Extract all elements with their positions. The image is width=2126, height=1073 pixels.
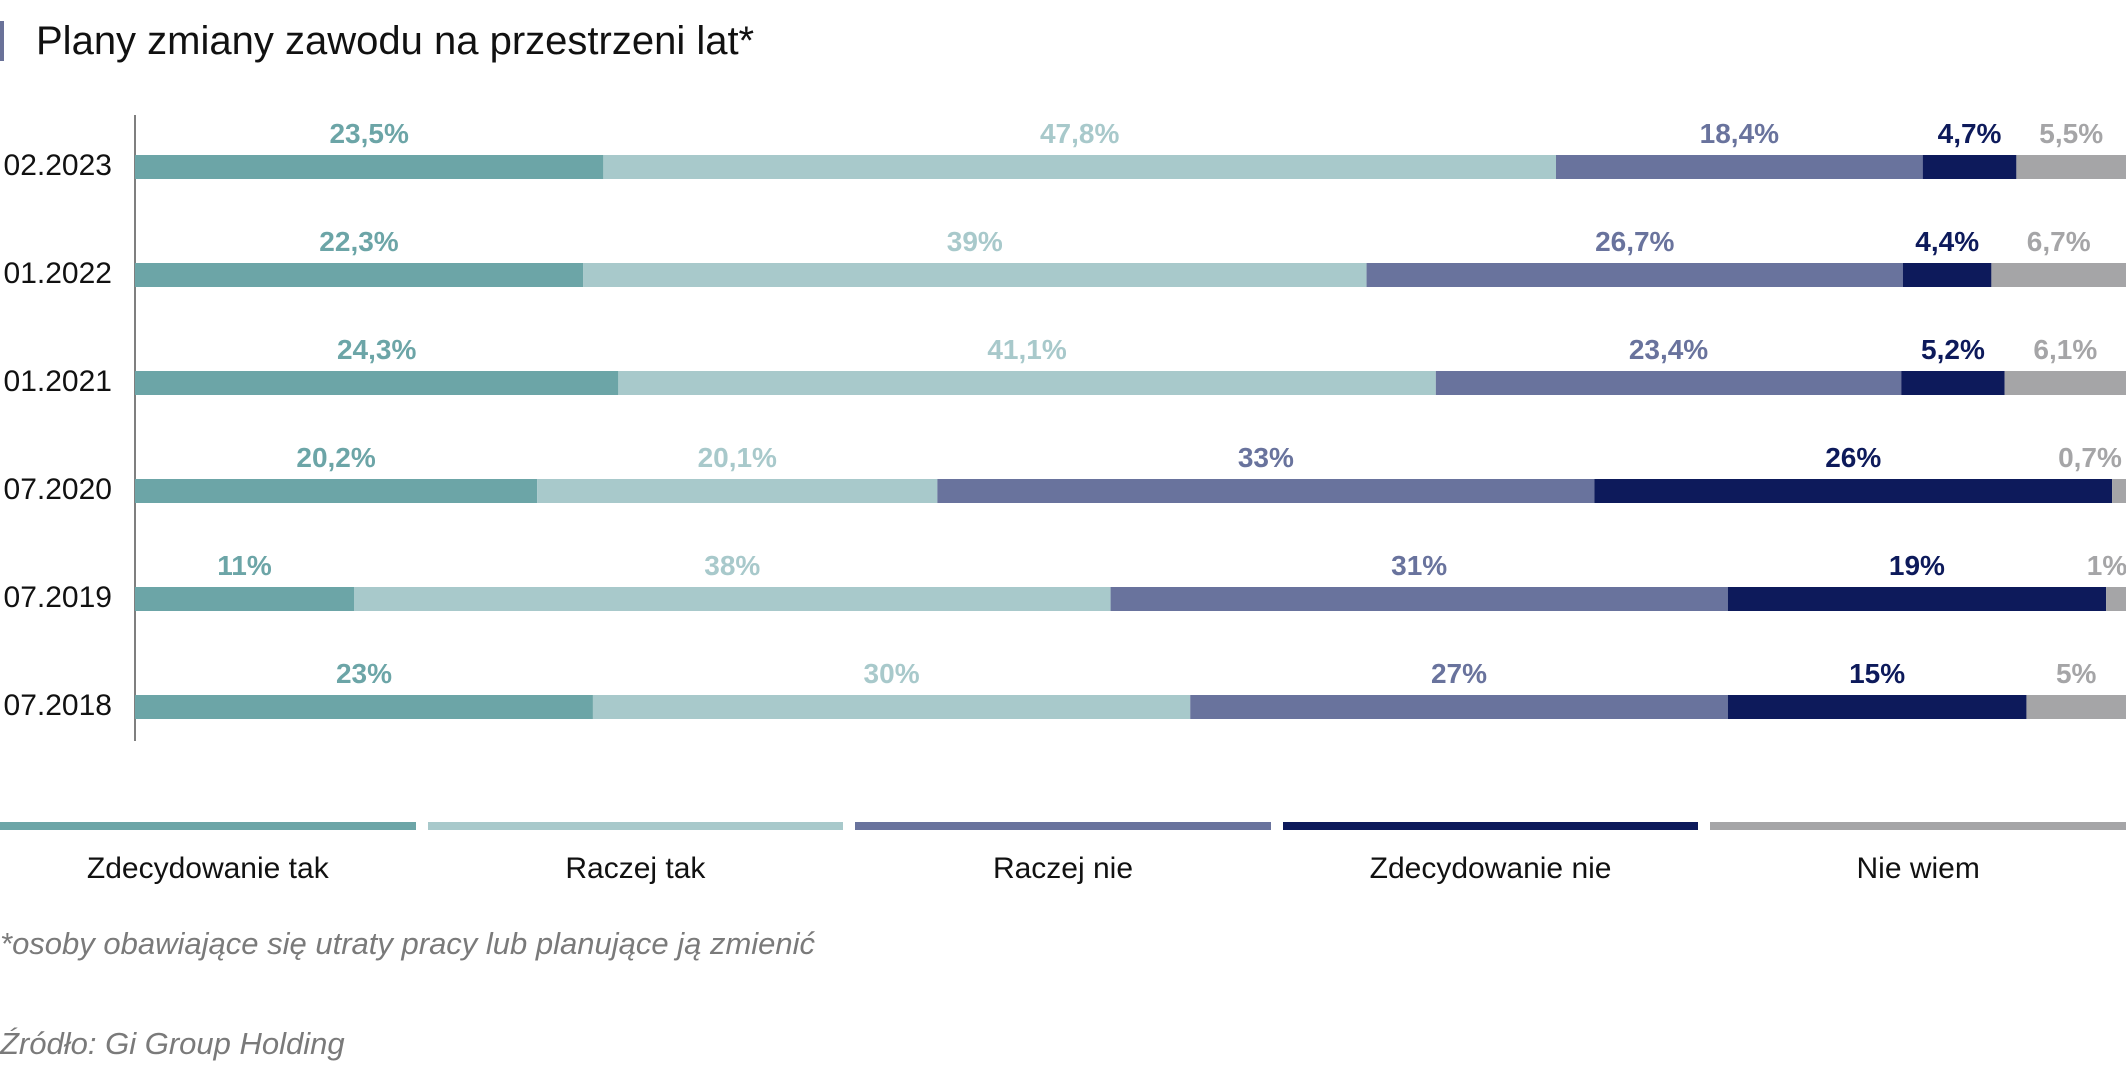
data-label-zdecydowanie-nie-07-2018: 15% [1849, 658, 1905, 689]
data-label-zdecydowanie-nie-01-2022: 4,4% [1915, 226, 1979, 257]
bar-zdecydowanie-tak-01-2021 [135, 371, 619, 395]
bar-raczej-nie-02-2023 [1556, 155, 1923, 179]
data-label-raczej-nie-01-2022: 26,7% [1595, 226, 1674, 257]
data-label-nie-wiem-07-2018: 5% [2056, 658, 2097, 689]
bar-nie-wiem-01-2022 [1991, 263, 2126, 287]
legend-item-zdecydowanie-nie: Zdecydowanie nie [1282, 822, 1699, 902]
category-label-02-2023: 02.2023 [4, 149, 112, 182]
data-label-zdecydowanie-tak-01-2022: 22,3% [319, 226, 398, 257]
bar-nie-wiem-07-2020 [2112, 479, 2126, 503]
title-block: Plany zmiany zawodu na przestrzeni lat* [0, 14, 754, 68]
bar-raczej-nie-07-2018 [1190, 695, 1728, 719]
source-note: Źródło: Gi Group Holding [0, 1026, 345, 1061]
data-label-raczej-tak-07-2020: 20,1% [698, 442, 777, 473]
stacked-bar-chart: 02.2023 23,5% 47,8% 18,4% 4,7% 5,5% 01.2022 22,… [4, 115, 2126, 741]
legend-label: Zdecydowanie nie [1369, 852, 1612, 885]
data-label-raczej-tak-07-2019: 38% [704, 550, 760, 581]
data-label-zdecydowanie-tak-01-2021: 24,3% [337, 334, 416, 365]
bar-nie-wiem-07-2018 [2026, 695, 2126, 719]
bar-zdecydowanie-nie-02-2023 [1922, 155, 2017, 179]
chart-title: Plany zmiany zawodu na przestrzeni lat* [36, 18, 755, 63]
data-label-nie-wiem-01-2021: 6,1% [2033, 334, 2097, 365]
legend-item-raczej-tak: Raczej tak [427, 822, 844, 902]
bar-raczej-tak-02-2023 [603, 155, 1557, 179]
data-label-zdecydowanie-tak-07-2020: 20,2% [296, 442, 375, 473]
bar-nie-wiem-02-2023 [2016, 155, 2126, 179]
data-label-zdecydowanie-tak-02-2023: 23,5% [329, 118, 408, 149]
bar-nie-wiem-07-2019 [2106, 587, 2126, 611]
data-label-raczej-nie-02-2023: 18,4% [1700, 118, 1779, 149]
bar-zdecydowanie-nie-07-2018 [1727, 695, 2027, 719]
bar-zdecydowanie-tak-01-2022 [135, 263, 584, 287]
bar-raczej-nie-01-2022 [1366, 263, 1903, 287]
data-label-raczej-nie-01-2021: 23,4% [1629, 334, 1708, 365]
bar-zdecydowanie-tak-07-2019 [135, 587, 355, 611]
legend-item-nie-wiem: Nie wiem [1710, 822, 2126, 902]
legend-item-raczej-nie: Raczej nie [855, 822, 1271, 902]
legend-swatch [855, 822, 1271, 830]
data-label-nie-wiem-02-2023: 5,5% [2039, 118, 2103, 149]
data-label-raczej-nie-07-2018: 27% [1431, 658, 1487, 689]
data-label-nie-wiem-01-2022: 6,7% [2027, 226, 2091, 257]
legend-swatch [1710, 822, 2126, 830]
bar-raczej-tak-07-2019 [354, 587, 1111, 611]
bar-zdecydowanie-tak-07-2020 [135, 479, 538, 503]
category-label-07-2020: 07.2020 [4, 473, 112, 506]
bar-raczej-tak-01-2022 [583, 263, 1367, 287]
bar-raczej-nie-07-2019 [1110, 587, 1728, 611]
footnote: *osoby obawiające się utraty pracy lub p… [0, 926, 816, 961]
bar-zdecydowanie-nie-01-2022 [1902, 263, 1992, 287]
bar-raczej-tak-01-2021 [618, 371, 1436, 395]
data-label-zdecydowanie-nie-07-2020: 26% [1825, 442, 1881, 473]
data-label-raczej-tak-01-2021: 41,1% [987, 334, 1066, 365]
bar-raczej-nie-07-2020 [937, 479, 1595, 503]
bar-raczej-tak-07-2018 [592, 695, 1191, 719]
category-label-07-2018: 07.2018 [4, 689, 112, 722]
bar-zdecydowanie-tak-07-2018 [135, 695, 593, 719]
data-label-raczej-nie-07-2020: 33% [1238, 442, 1294, 473]
data-label-zdecydowanie-tak-07-2019: 11% [217, 550, 272, 581]
bar-zdecydowanie-nie-07-2020 [1594, 479, 2113, 503]
legend-swatch [427, 822, 844, 830]
bar-raczej-nie-01-2021 [1435, 371, 1902, 395]
data-label-raczej-nie-07-2019: 31% [1391, 550, 1447, 581]
legend-label: Zdecydowanie tak [86, 852, 329, 885]
category-label-01-2021: 01.2021 [4, 365, 112, 398]
title-accent-bar [0, 21, 4, 61]
category-label-01-2022: 01.2022 [4, 257, 112, 290]
legend-item-zdecydowanie-tak: Zdecydowanie tak [0, 822, 416, 902]
data-label-zdecydowanie-tak-07-2018: 23% [336, 658, 392, 689]
legend: Zdecydowanie tak Raczej tak Raczej nie Zdec… [0, 822, 2126, 902]
category-label-07-2019: 07.2019 [4, 581, 112, 614]
data-label-nie-wiem-07-2020: 0,7% [2058, 442, 2122, 473]
legend-label: Nie wiem [1856, 852, 1980, 885]
bar-raczej-tak-07-2020 [537, 479, 938, 503]
data-label-zdecydowanie-nie-02-2023: 4,7% [1938, 118, 2002, 149]
bar-nie-wiem-01-2021 [2004, 371, 2126, 395]
legend-swatch [0, 822, 416, 830]
data-label-zdecydowanie-nie-07-2019: 19% [1889, 550, 1945, 581]
data-label-raczej-tak-07-2018: 30% [864, 658, 920, 689]
data-label-raczej-tak-02-2023: 47,8% [1040, 118, 1119, 149]
legend-swatch [1282, 822, 1699, 830]
bar-zdecydowanie-nie-07-2019 [1727, 587, 2107, 611]
bar-zdecydowanie-tak-02-2023 [135, 155, 604, 179]
data-label-nie-wiem-07-2019: 1% [2087, 550, 2126, 581]
data-label-raczej-tak-01-2022: 39% [947, 226, 1003, 257]
legend-label: Raczej tak [565, 852, 706, 885]
data-label-zdecydowanie-nie-01-2021: 5,2% [1921, 334, 1985, 365]
legend-label: Raczej nie [992, 852, 1134, 885]
bar-zdecydowanie-nie-01-2021 [1901, 371, 2005, 395]
